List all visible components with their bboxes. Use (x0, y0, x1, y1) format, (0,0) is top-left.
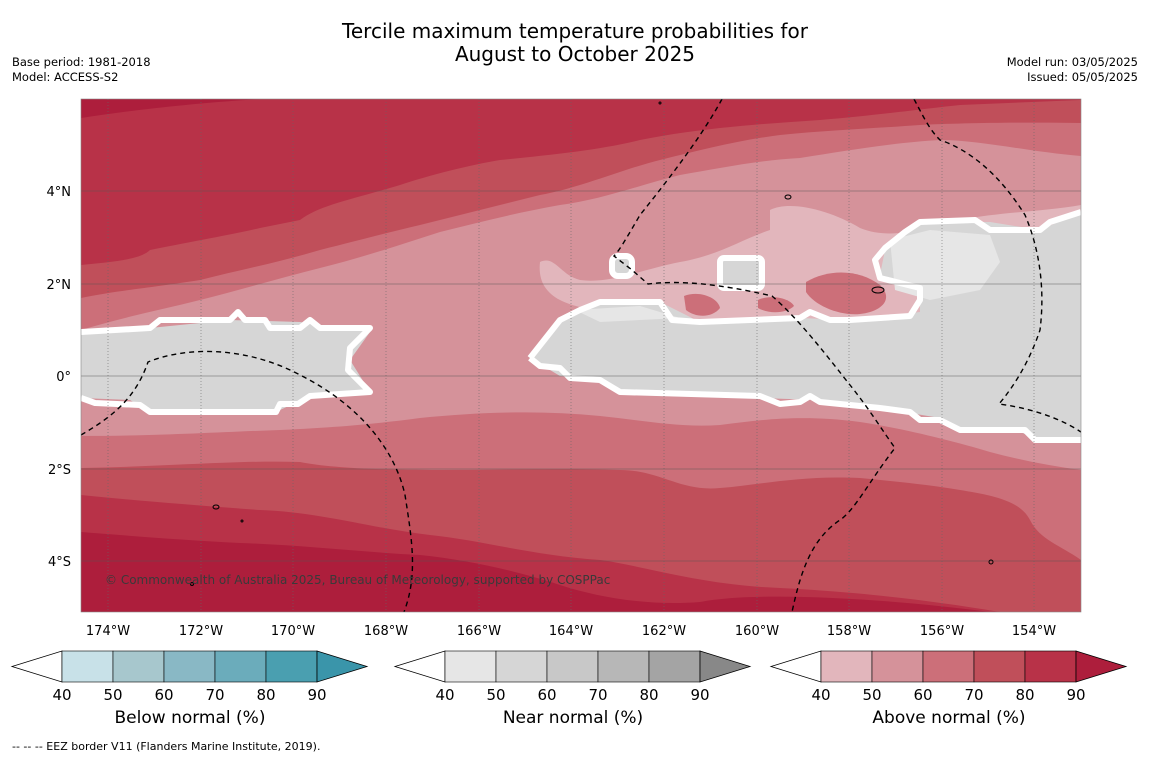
colorbar-tick-label: 50 (486, 686, 505, 704)
colorbar-tick-label: 50 (862, 686, 881, 704)
colorbar-segment (163, 650, 216, 683)
colorbar-tick-label: 80 (1015, 686, 1034, 704)
near-normal-40-patch-2 (575, 306, 680, 322)
near-normal-region-west (81, 320, 370, 412)
latitude-labels: 4°N 2°N 0° 2°S 4°S (47, 185, 72, 570)
map-title-line-2: August to October 2025 (454, 42, 696, 66)
model-run-text: Model run: 03/05/2025 (1006, 55, 1138, 69)
colorbar-segment (648, 650, 701, 683)
colorbar-tick-label: 70 (588, 686, 607, 704)
colorbar-under-arrow (769, 650, 822, 683)
lon-label: 158°W (827, 624, 871, 639)
colorbar-segment (1024, 650, 1077, 683)
lon-label: 164°W (549, 624, 593, 639)
colorbar-tick-label: 40 (435, 686, 454, 704)
info-left: Base period: 1981-2018 Model: ACCESS-S2 (12, 55, 151, 85)
eez-borders (81, 99, 1081, 612)
near-normal-40-patch (890, 230, 1000, 300)
contour-outlines (81, 209, 1081, 443)
info-right: Model run: 03/05/2025 Issued: 05/05/2025 (1007, 55, 1138, 85)
islands (190, 101, 994, 586)
model-text: Model: ACCESS-S2 (12, 70, 119, 84)
lon-label: 174°W (86, 624, 130, 639)
colorbar-tick-label: 60 (154, 686, 173, 704)
colorbar-segment (820, 650, 873, 683)
colorbar-tick-label: 80 (256, 686, 275, 704)
colorbar-below: 40 50 60 70 80 90 (10, 650, 369, 704)
near-normal-island-1 (720, 258, 762, 288)
colorbar-over-arrow (1075, 650, 1128, 683)
colorbar-near: 40 50 60 70 80 90 (393, 650, 752, 704)
map-frame (80, 98, 1082, 613)
patch-above-60-b (684, 293, 720, 316)
near-normal-island-2 (612, 256, 632, 276)
colorbar-title-near: Near normal (%) (502, 708, 644, 728)
lat-label: 2°S (48, 463, 71, 478)
colorbar-segment (61, 650, 114, 683)
colorbar-tick-label: 40 (52, 686, 71, 704)
colorbar-segment (973, 650, 1026, 683)
colorbar-segment (112, 650, 165, 683)
lat-label: 4°N (47, 185, 72, 200)
map-title-line-1: Tercile maximum temperature probabilitie… (342, 19, 808, 43)
probability-field (81, 99, 1081, 612)
colorbar-tick-label: 90 (690, 686, 709, 704)
colorbar-segment (265, 650, 318, 683)
colorbar-tick-label: 50 (103, 686, 122, 704)
longitude-labels: 174°W 172°W 170°W 168°W 166°W 164°W 162°… (86, 624, 1056, 639)
lon-label: 156°W (920, 624, 964, 639)
colorbar-segment (922, 650, 975, 683)
colorbar-title-below: Below normal (%) (114, 708, 266, 728)
lat-label: 2°N (47, 278, 72, 293)
colorbar-tick-label: 90 (307, 686, 326, 704)
lat-label: 0° (56, 370, 71, 385)
lon-label: 172°W (179, 624, 223, 639)
colorbar-segment (597, 650, 650, 683)
latitude-lines (81, 190, 1081, 562)
colorbar-tick-label: 90 (1066, 686, 1085, 704)
patch-above-60-a (806, 272, 887, 315)
colorbar-tick-label: 70 (964, 686, 983, 704)
colorbar-tick-label: 60 (537, 686, 556, 704)
colorbars: 40 50 60 70 80 90 40 50 60 70 80 90 40 50 60 70 80 90 (10, 650, 1128, 704)
lon-label: 166°W (457, 624, 501, 639)
colorbar-segment (546, 650, 599, 683)
colorbar-segment (214, 650, 267, 683)
colorbar-over-arrow (316, 650, 369, 683)
lon-label: 154°W (1012, 624, 1056, 639)
lon-label: 168°W (364, 624, 408, 639)
lon-label: 160°W (735, 624, 779, 639)
eez-legend-note: -- -- -- EEZ border V11 (Flanders Marine… (12, 740, 321, 753)
colorbar-segment (495, 650, 548, 683)
colorbar-above: 40 50 60 70 80 90 (769, 650, 1128, 704)
lon-label: 170°W (271, 624, 315, 639)
colorbar-over-arrow (699, 650, 752, 683)
colorbar-tick-label: 70 (205, 686, 224, 704)
colorbar-under-arrow (393, 650, 446, 683)
colorbar-tick-label: 60 (913, 686, 932, 704)
base-period-text: Base period: 1981-2018 (12, 55, 151, 69)
lon-label: 162°W (642, 624, 686, 639)
issued-text: Issued: 05/05/2025 (1027, 70, 1138, 84)
colorbar-title-above: Above normal (%) (872, 708, 1026, 728)
lat-label: 4°S (48, 555, 71, 570)
colorbar-segment (871, 650, 924, 683)
colorbar-tick-label: 80 (639, 686, 658, 704)
copyright-text: © Commonwealth of Australia 2025, Bureau… (105, 573, 610, 587)
colorbar-under-arrow (10, 650, 63, 683)
colorbar-tick-label: 40 (811, 686, 830, 704)
colorbar-segment (444, 650, 497, 683)
